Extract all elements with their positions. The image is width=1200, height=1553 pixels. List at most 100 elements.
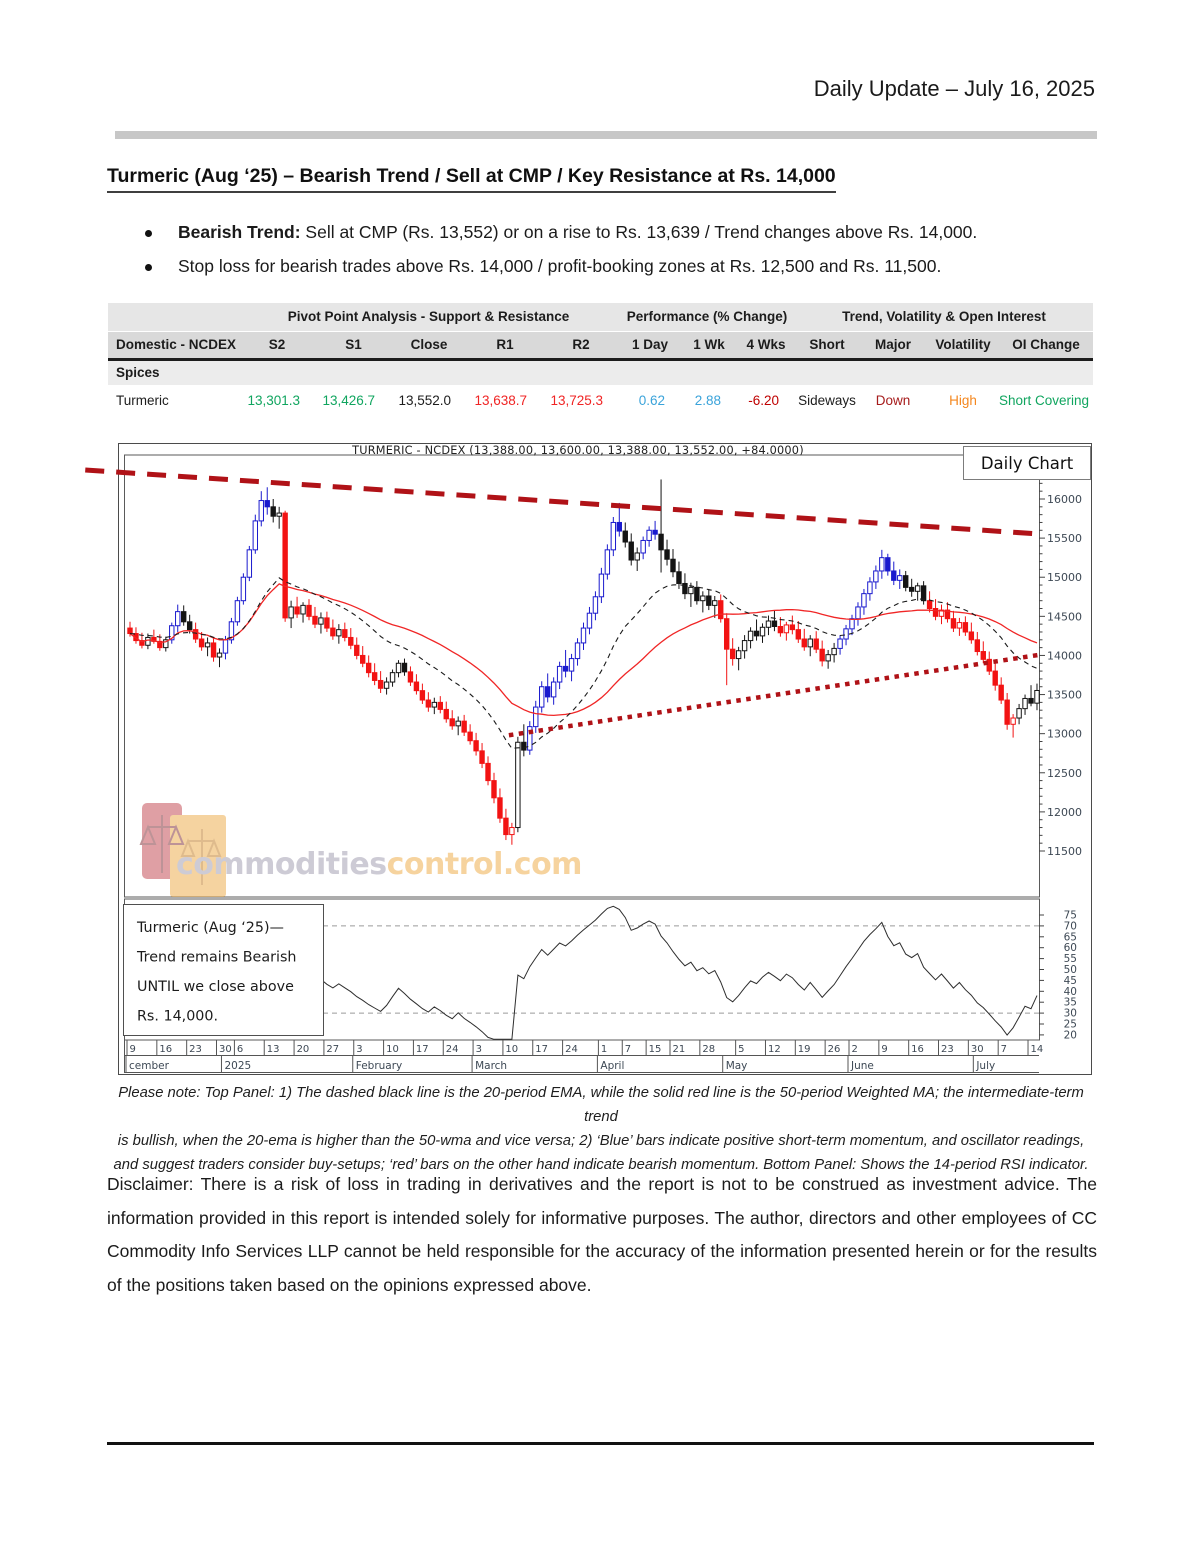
col-header-1day: 1 Day <box>619 331 681 361</box>
cell-s1: 13,426.7 <box>316 385 391 416</box>
svg-text:17: 17 <box>535 1044 548 1055</box>
cell-commodity: Turmeric <box>108 385 238 416</box>
cell-s2: 13,301.3 <box>238 385 316 416</box>
wma-50-line <box>129 583 1038 717</box>
svg-text:21: 21 <box>672 1044 685 1055</box>
svg-text:16: 16 <box>159 1044 172 1055</box>
group-header-performance: Performance (% Change) <box>619 303 795 332</box>
svg-text:June: June <box>850 1060 874 1072</box>
col-header-short: Short <box>795 331 859 361</box>
bullet-item: Bearish Trend: Sell at CMP (Rs. 13,552) … <box>145 222 1098 243</box>
col-header-major: Major <box>859 331 927 361</box>
svg-text:cember: cember <box>129 1060 170 1072</box>
svg-text:28: 28 <box>702 1044 715 1055</box>
svg-text:11500: 11500 <box>1047 845 1082 858</box>
group-header-pivot: Pivot Point Analysis - Support & Resista… <box>238 303 619 332</box>
svg-text:20: 20 <box>1064 1029 1077 1041</box>
cell-oi-change: Short Covering <box>999 385 1094 416</box>
svg-text:commoditiescontrol.com: commoditiescontrol.com <box>176 847 582 882</box>
svg-text:13000: 13000 <box>1047 728 1082 741</box>
col-header-4wks: 4 Wks <box>737 331 795 361</box>
col-header-1wk: 1 Wk <box>681 331 737 361</box>
svg-text:2: 2 <box>852 1044 858 1055</box>
price-panel-border <box>124 454 1040 898</box>
annotation-line: Turmeric (Aug ‘25)— <box>136 920 284 936</box>
svg-text:35: 35 <box>1064 997 1077 1009</box>
svg-text:16000: 16000 <box>1047 493 1082 506</box>
svg-text:2025: 2025 <box>224 1060 251 1072</box>
svg-text:15000: 15000 <box>1047 571 1082 584</box>
watermark-logo: commoditiescontrol.com <box>139 803 582 897</box>
svg-text:19: 19 <box>798 1044 811 1055</box>
cell-1wk: 2.88 <box>681 385 737 416</box>
svg-text:9: 9 <box>881 1044 887 1055</box>
col-header-volatility: Volatility <box>927 331 999 361</box>
bullet-item: Stop loss for bearish trades above Rs. 1… <box>145 256 1098 277</box>
svg-text:3: 3 <box>476 1044 482 1055</box>
col-header-oi-change: OI Change <box>999 331 1094 361</box>
svg-text:45: 45 <box>1064 975 1077 987</box>
header-date: Daily Update – July 16, 2025 <box>813 76 1095 101</box>
table-row: Turmeric 13,301.3 13,426.7 13,552.0 13,6… <box>108 385 1094 416</box>
resistance-trendline <box>85 467 1039 537</box>
cell-r2: 13,725.3 <box>543 385 619 416</box>
svg-text:30: 30 <box>219 1044 232 1055</box>
section-label: Spices <box>108 359 1094 385</box>
svg-text:10: 10 <box>505 1044 518 1055</box>
svg-text:20: 20 <box>297 1044 310 1055</box>
svg-text:13: 13 <box>267 1044 280 1055</box>
header-divider <box>115 131 1097 139</box>
support-trendline <box>508 652 1041 738</box>
svg-text:12500: 12500 <box>1047 767 1082 780</box>
chart-title: TURMERIC - NCDEX (13,388.00, 13,600.00, … <box>351 444 804 457</box>
cell-r1: 13,638.7 <box>467 385 543 416</box>
svg-text:30: 30 <box>971 1044 984 1055</box>
footer-divider <box>107 1442 1094 1445</box>
table-section-row: Spices <box>108 359 1094 385</box>
svg-text:40: 40 <box>1064 986 1077 998</box>
col-header-name: Domestic - NCDEX <box>108 331 238 361</box>
svg-text:March: March <box>475 1060 507 1072</box>
bullet-text: Stop loss for bearish trades above Rs. 1… <box>178 256 942 276</box>
daily-chart-label: Daily Chart <box>981 454 1074 473</box>
daily-chart-label-box <box>963 446 1091 480</box>
svg-text:12: 12 <box>768 1044 781 1055</box>
svg-text:23: 23 <box>189 1044 202 1055</box>
svg-text:14000: 14000 <box>1047 649 1082 662</box>
annotation-box <box>123 904 324 1036</box>
cell-volatility: High <box>927 385 999 416</box>
cell-1day: 0.62 <box>619 385 681 416</box>
group-header-trend: Trend, Volatility & Open Interest <box>795 303 1094 332</box>
svg-text:27: 27 <box>326 1044 339 1055</box>
svg-text:1: 1 <box>601 1044 607 1055</box>
col-header-s1: S1 <box>316 331 391 361</box>
svg-text:13500: 13500 <box>1047 689 1082 702</box>
svg-text:70: 70 <box>1064 920 1077 932</box>
svg-text:7: 7 <box>1001 1044 1007 1055</box>
svg-text:24: 24 <box>565 1044 578 1055</box>
col-header-r2: R2 <box>543 331 619 361</box>
chart-footnote: Please note: Top Panel: 1) The dashed bl… <box>100 1081 1102 1177</box>
col-header-close: Close <box>391 331 467 361</box>
svg-text:3: 3 <box>356 1044 362 1055</box>
svg-text:14: 14 <box>1031 1044 1044 1055</box>
svg-text:25: 25 <box>1064 1019 1077 1031</box>
candles <box>127 479 1040 845</box>
table-group-header-row: Pivot Point Analysis - Support & Resista… <box>108 303 1094 332</box>
table-column-header-row: Domestic - NCDEX S2 S1 Close R1 R2 1 Day… <box>108 331 1094 361</box>
svg-text:15500: 15500 <box>1047 532 1082 545</box>
price-chart-svg: commoditiescontrol.com160001550015000145… <box>85 443 1092 1075</box>
cell-close: 13,552.0 <box>391 385 467 416</box>
svg-text:14500: 14500 <box>1047 610 1082 623</box>
annotation-line: Rs. 14,000. <box>137 1009 218 1025</box>
svg-text:15: 15 <box>649 1044 662 1055</box>
svg-text:26: 26 <box>828 1044 841 1055</box>
svg-text:April: April <box>600 1060 624 1072</box>
svg-text:17: 17 <box>416 1044 429 1055</box>
col-header-s2: S2 <box>238 331 316 361</box>
daily-chart: commoditiescontrol.com 16000 15500 15000 145… <box>85 443 1092 1075</box>
bullet-lead: Bearish Trend: <box>178 222 301 242</box>
summary-bullets: Bearish Trend: Sell at CMP (Rs. 13,552) … <box>145 222 1098 290</box>
svg-text:55: 55 <box>1064 953 1077 965</box>
